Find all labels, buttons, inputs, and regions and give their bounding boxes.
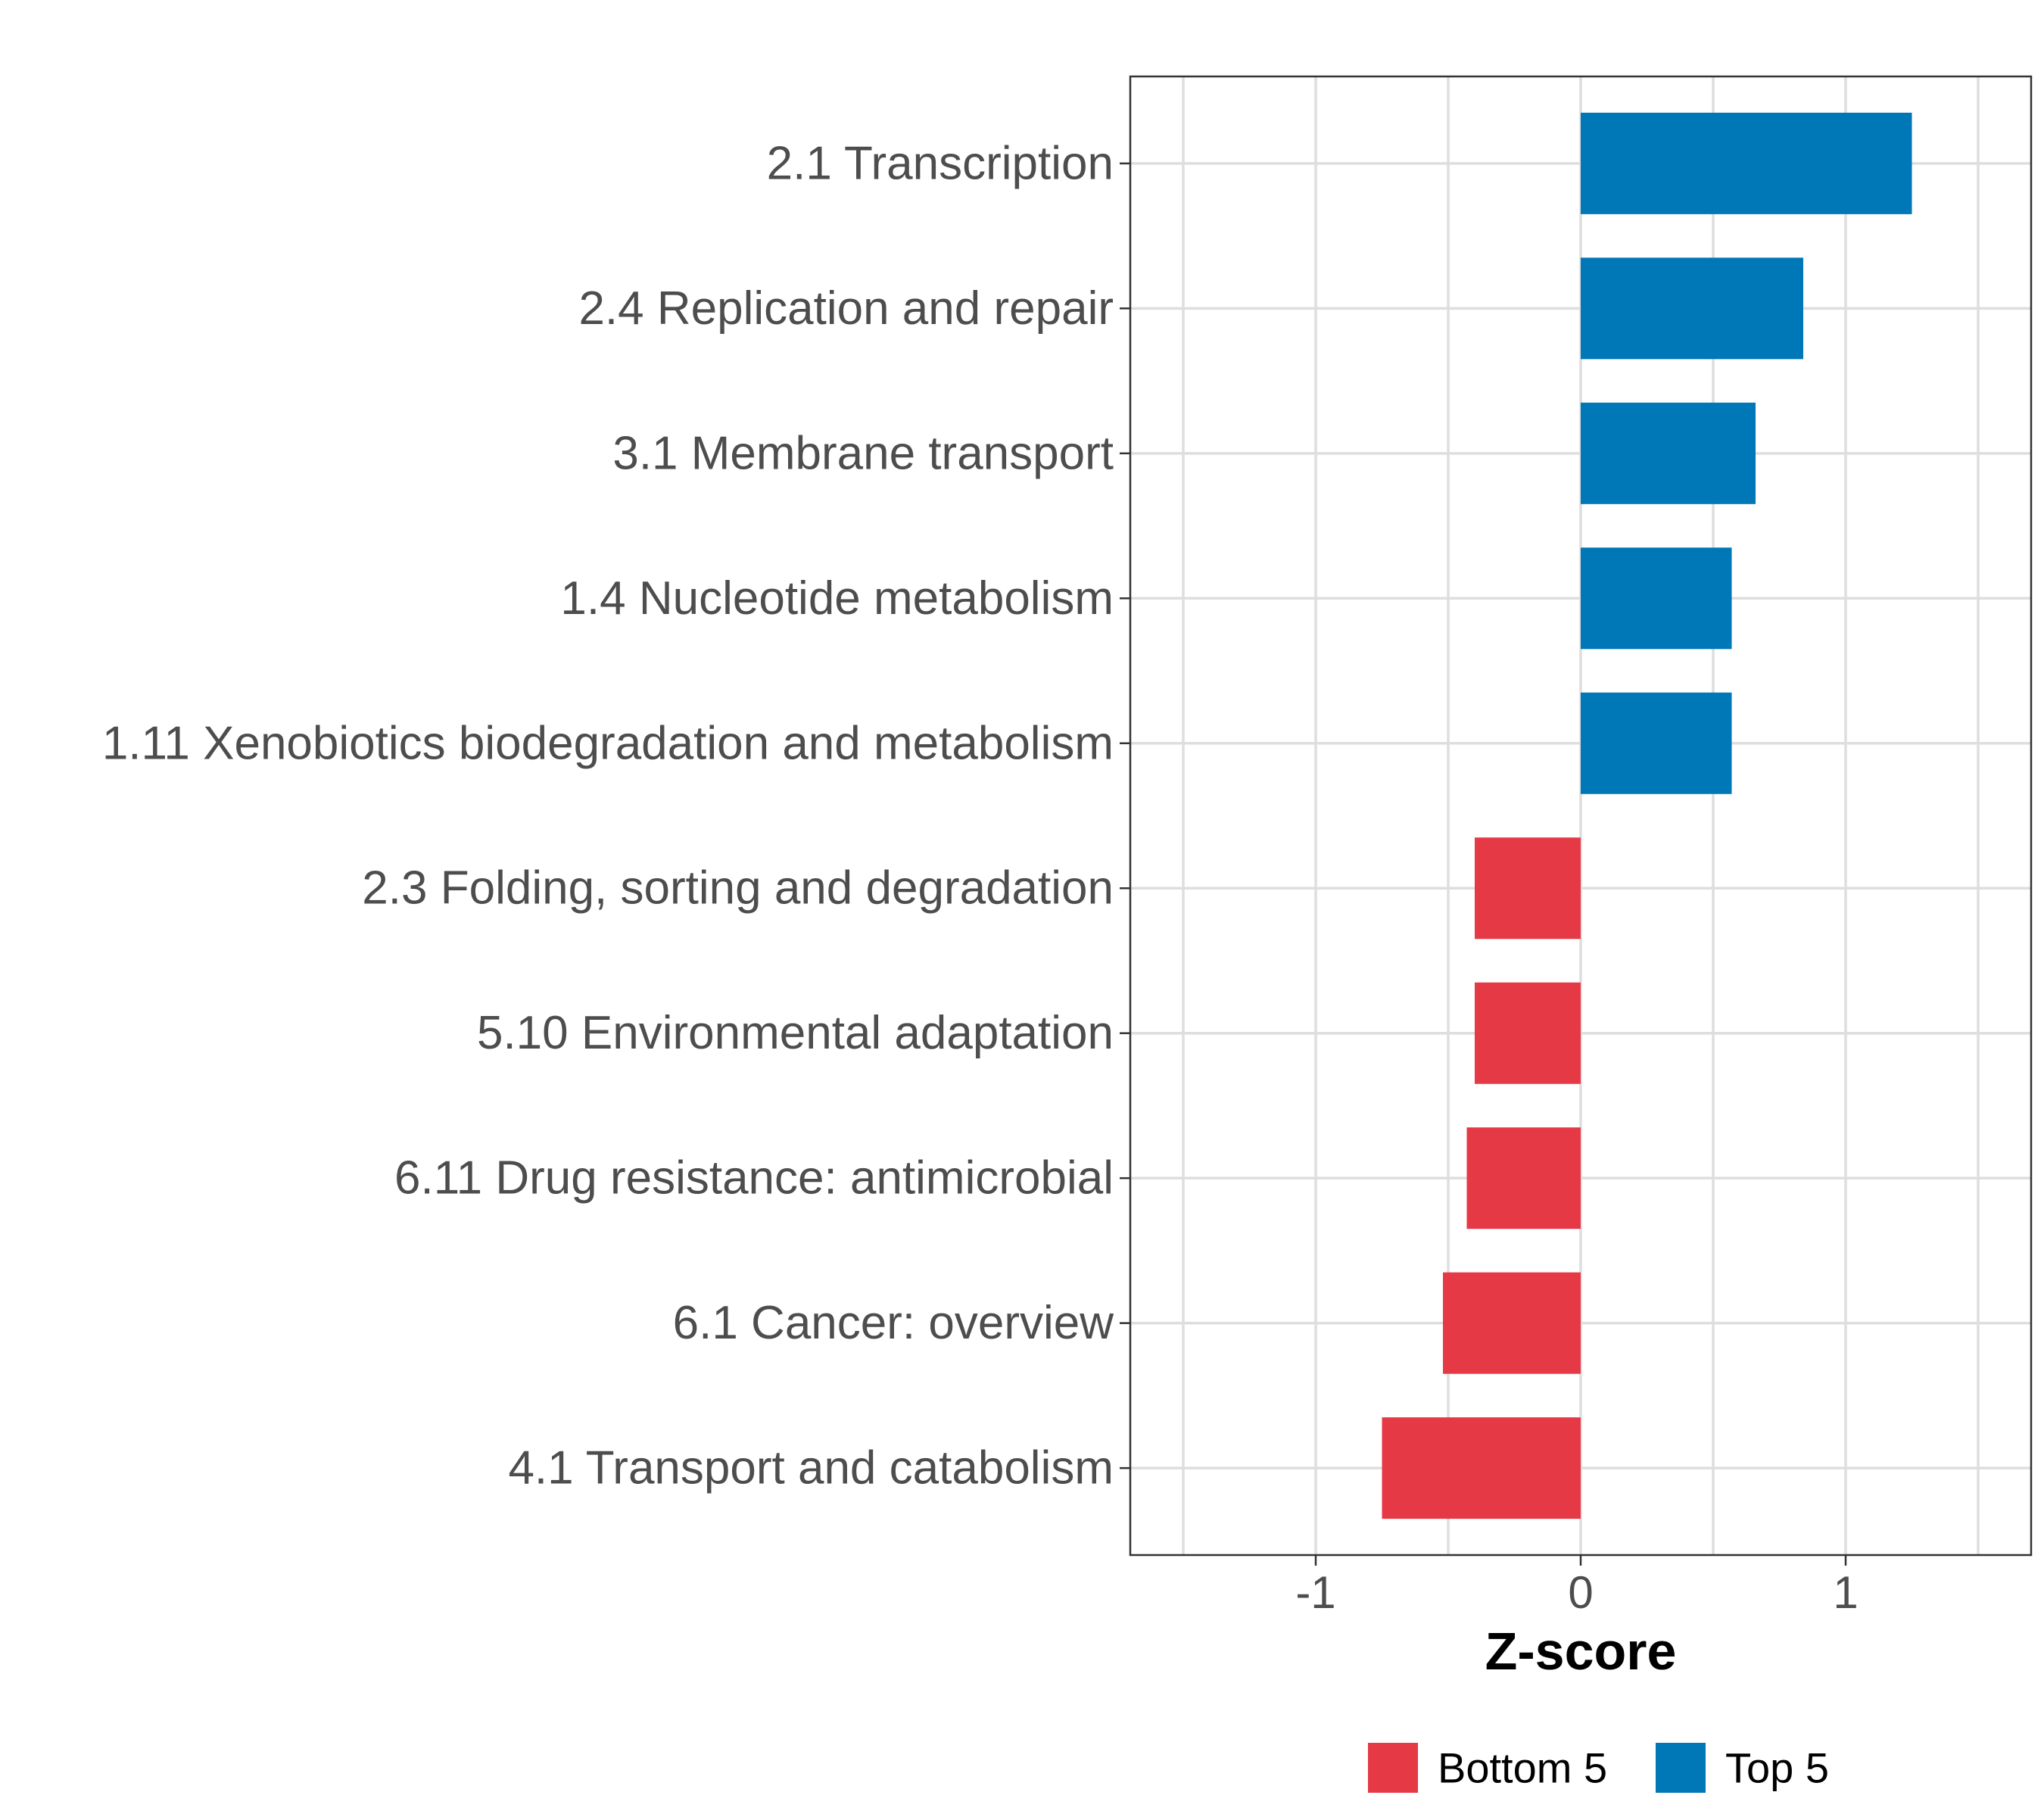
legend: Bottom 5 Top 5: [1368, 1743, 1829, 1793]
y-tick-label-6-1-cancer-overview: 6.1 Cancer: overview: [673, 1297, 1114, 1349]
x-tick-label-0: -1: [1295, 1567, 1335, 1618]
bar-6-1-cancer-overview: [1443, 1272, 1581, 1374]
legend-label-top-5: Top 5: [1725, 1744, 1829, 1792]
bar-6-11-drug-resistance-antimicrobial: [1466, 1127, 1581, 1230]
bar-1-11-xenobiotics-biodegradation-and-metabolism: [1581, 692, 1732, 794]
y-tick-label-2-4-replication-and-repair: 2.4 Replication and repair: [578, 282, 1114, 335]
y-tick-label-6-11-drug-resistance-antimicrobial: 6.11 Drug resistance: antimicrobial: [394, 1152, 1114, 1205]
x-tick-label-1: 0: [1568, 1567, 1593, 1618]
legend-swatch-bottom-5: [1368, 1743, 1418, 1793]
bar-1-4-nucleotide-metabolism: [1581, 547, 1732, 650]
legend-label-bottom-5: Bottom 5: [1438, 1744, 1607, 1792]
x-tick-label-2: 1: [1833, 1567, 1858, 1618]
y-tick-label-2-1-transcription: 2.1 Transcription: [767, 137, 1114, 189]
y-tick-label-4-1-transport-and-catabolism: 4.1 Transport and catabolism: [508, 1442, 1114, 1494]
y-tick-label-2-3-folding-sorting-and-degradation: 2.3 Folding, sorting and degradation: [362, 862, 1114, 915]
y-tick-label-3-1-membrane-transport: 3.1 Membrane transport: [612, 427, 1114, 479]
bar-4-1-transport-and-catabolism: [1382, 1417, 1581, 1519]
bar-5-10-environmental-adaptation: [1475, 982, 1581, 1084]
bar-2-1-transcription: [1581, 112, 1912, 214]
bar-3-1-membrane-transport: [1581, 402, 1756, 504]
bars: [1382, 112, 1912, 1519]
y-tick-label-1-11-xenobiotics-biodegradation-and-metabolism: 1.11 Xenobiotics biodegradation and meta…: [102, 717, 1114, 769]
x-axis-title: Z-score: [1485, 1622, 1677, 1681]
bar-2-3-folding-sorting-and-degradation: [1475, 837, 1581, 940]
legend-swatch-top-5: [1656, 1743, 1706, 1793]
y-axis-ticks: 2.1 Transcription 2.4 Replication and rep…: [102, 137, 1130, 1494]
bar-2-4-replication-and-repair: [1581, 257, 1803, 360]
y-tick-label-1-4-nucleotide-metabolism: 1.4 Nucleotide metabolism: [560, 572, 1114, 625]
x-axis-ticks: -1 0 1: [1295, 1555, 1859, 1618]
y-tick-label-5-10-environmental-adaptation: 5.10 Environmental adaptation: [477, 1007, 1114, 1059]
